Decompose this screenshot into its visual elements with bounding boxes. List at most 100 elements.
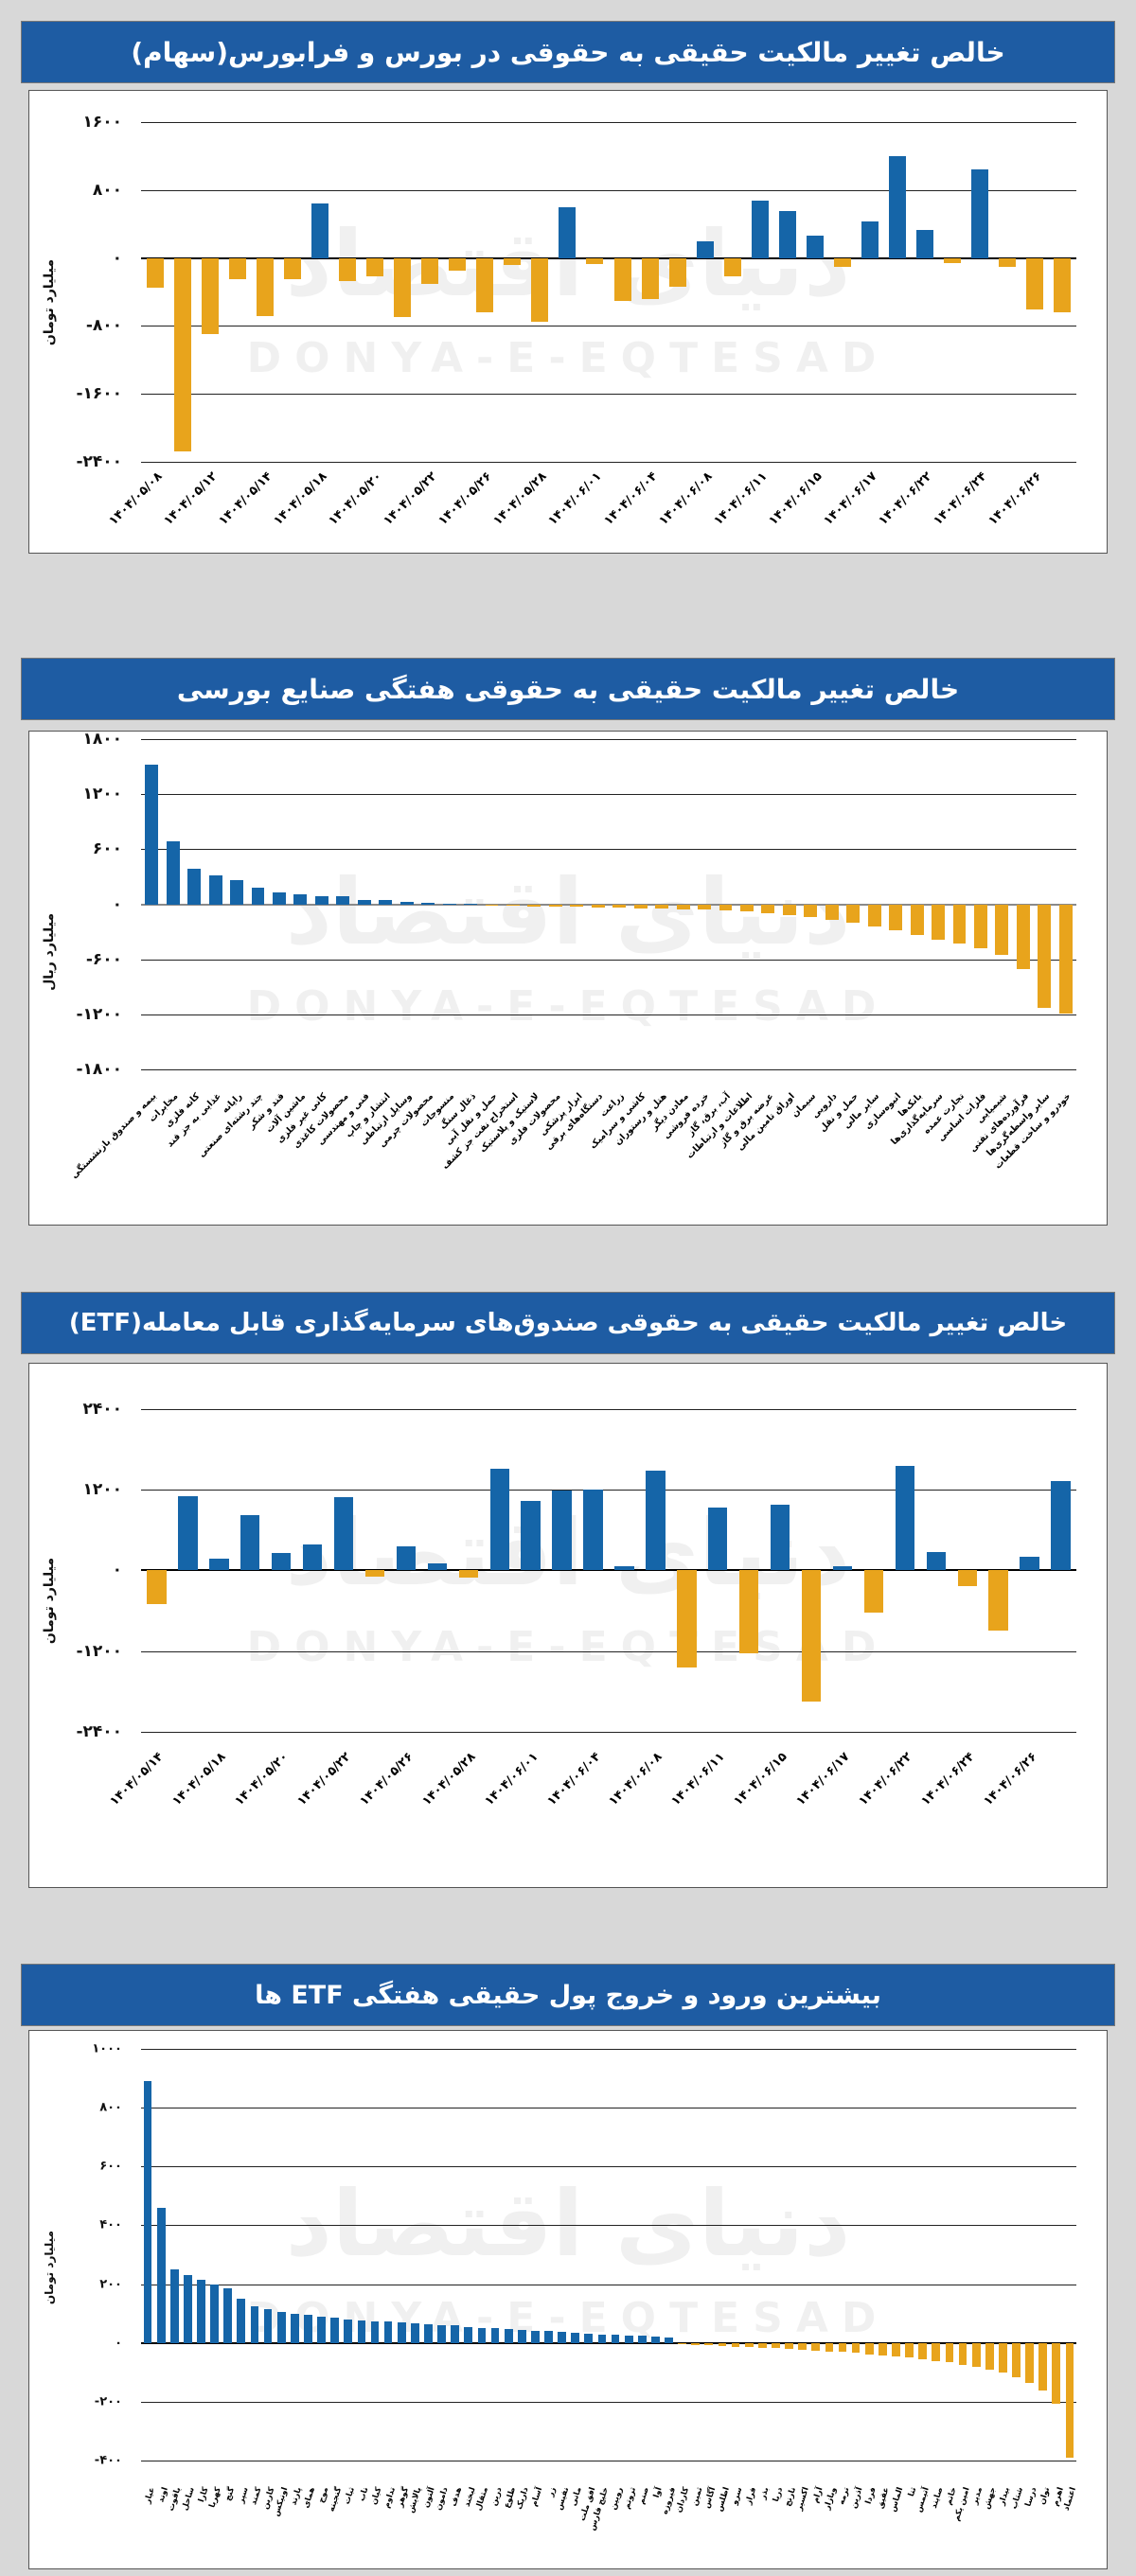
bar-positive (166, 840, 180, 905)
chart-title: بیشترین ورود و خروج پول حقیقی هفتگی ETF … (255, 1980, 881, 2010)
x-axis-labels: ۱۴۰۴/۰۵/۰۸ ۱۴۰۴/۰۵/۱۲ ۱۴۰۴/۰۵/۱۴ ۱۴۰۴/۰۵/۱۸… (106, 464, 1076, 553)
x-label-text: ۱۴۰۴/۰۶/۲۲ (876, 469, 935, 529)
bar-negative (995, 904, 1009, 955)
y-tick-label: ۰ (112, 1561, 122, 1580)
gridline (141, 2048, 1076, 2050)
bar-positive (926, 1551, 946, 1571)
x-label-text: ۱۴۰۴/۰۵/۲۸ (419, 1750, 479, 1809)
bar-positive (208, 874, 222, 905)
bar-negative (785, 2342, 793, 2350)
bar-negative (952, 904, 967, 944)
bar-positive (544, 2331, 553, 2343)
bar-negative (782, 904, 796, 915)
bar-positive (156, 2207, 166, 2343)
bar-positive (357, 899, 371, 905)
bar-negative (739, 904, 754, 912)
plot-area (141, 2031, 1076, 2479)
bar-positive (178, 1496, 198, 1571)
bar-positive (184, 2275, 192, 2343)
x-label-text: ۱۴۰۴/۰۵/۲۶ (435, 469, 495, 529)
x-label-text: ۱۴۰۴/۰۶/۱۱ (711, 469, 771, 529)
bar-positive (197, 2279, 205, 2343)
gridline (141, 794, 1076, 796)
bar-negative (531, 257, 549, 322)
bar-negative (744, 2342, 754, 2348)
bar-negative (998, 2342, 1007, 2373)
bar-positive (421, 902, 435, 905)
x-label-text: ۱۴۰۴/۰۵/۲۸ (490, 469, 550, 529)
x-label-text: توان (1037, 2486, 1053, 2506)
bar-negative (985, 2342, 994, 2370)
bar-negative (504, 257, 522, 265)
y-tick-label: ۱۲۰۰ (82, 785, 122, 804)
x-label-text: تداوم (382, 2486, 398, 2510)
bar-negative (738, 1570, 759, 1653)
x-label-text: دامون (434, 2486, 452, 2512)
y-tick-label: ۱۰۰۰ (92, 2041, 122, 2056)
bar-negative (719, 904, 733, 911)
bar-negative (698, 904, 711, 910)
zero-axis-line (141, 2341, 1076, 2344)
bar-positive (169, 2269, 179, 2343)
chart-panel-etf-flows: بیشترین ورود و خروج پول حقیقی هفتگی ETF … (21, 1964, 1115, 2569)
bar-positive (187, 869, 202, 905)
bar-negative (958, 2342, 967, 2365)
y-tick-label: -۱۲۰۰ (76, 1641, 122, 1661)
bar-negative (945, 2342, 954, 2363)
chart-box: دنیای اقتصاد DONYA-E-EQTESAD میلیارد ریا… (28, 731, 1108, 1226)
bar-positive (311, 203, 328, 258)
bar-positive (451, 2325, 460, 2343)
x-label-text: شتاب (1009, 2486, 1025, 2511)
bar-negative (394, 257, 412, 318)
gridline (141, 2166, 1076, 2168)
bar-negative (918, 2342, 928, 2359)
bar-negative (256, 257, 274, 316)
bar-negative (365, 257, 383, 276)
x-label-text: کیان (369, 2486, 384, 2507)
gridline (141, 1650, 1076, 1652)
y-tick-label: ۸۰۰ (99, 2100, 122, 2115)
x-label-text: کارا (196, 2486, 211, 2504)
y-tick-label: ۰ (112, 248, 122, 268)
bar-positive (410, 2322, 419, 2343)
bar-positive (464, 2326, 473, 2343)
bar-positive (971, 168, 989, 258)
bar-negative (1012, 2342, 1021, 2377)
bar-positive (651, 2337, 660, 2343)
bar-negative (825, 904, 839, 920)
x-label-text: ۱۴۰۴/۰۵/۲۰ (232, 1750, 292, 1809)
x-label-text: ناب (357, 2486, 371, 2503)
chart-panel-etf-ownership: خالص تغییر مالکیت حقیقی به حقوقی صندوق‌ه… (21, 1292, 1115, 1888)
x-label-text: آوا (651, 2486, 665, 2499)
bar-negative (548, 904, 562, 908)
bar-negative (364, 1570, 385, 1577)
bar-positive (916, 229, 934, 258)
x-axis-labels: عیار اوند یاقوت ساحل کارا کهربا گنج سپر کمند کاری… (141, 2480, 1079, 2568)
gridline (141, 1490, 1076, 1491)
bar-positive (889, 156, 907, 258)
x-label-text: ۱۴۰۴/۰۵/۲۲ (294, 1750, 354, 1809)
y-tick-label: ۲۴۰۰ (82, 1400, 122, 1420)
bar-negative (731, 2342, 740, 2347)
y-tick-label: -۲۰۰ (94, 2394, 122, 2409)
bar-positive (302, 1544, 323, 1571)
bar-positive (240, 1515, 260, 1571)
bar-negative (633, 904, 648, 909)
x-label-text: ۱۴۰۴/۰۶/۲۲ (856, 1750, 915, 1809)
x-label-text: ۱۴۰۴/۰۶/۲۶ (985, 469, 1046, 529)
x-label-text: ساحل (180, 2486, 197, 2513)
bar-positive (250, 2305, 259, 2343)
bar-positive (427, 1563, 448, 1571)
x-label-text: سرو (730, 2486, 745, 2507)
x-label-text: بیمه و صندوق بازنشستگی (69, 1091, 159, 1181)
x-label-text: عیار (142, 2486, 157, 2505)
bar-positive (665, 2337, 673, 2343)
bar-positive (276, 2312, 286, 2343)
bar-positive (379, 900, 393, 905)
chart-panel-stocks: خالص تغییر مالکیت حقیقی به حقوقی در بورس… (21, 21, 1115, 554)
bar-positive (210, 2284, 219, 2343)
bar-negative (804, 904, 818, 917)
zero-axis-line (141, 903, 1076, 906)
bar-negative (973, 904, 987, 948)
